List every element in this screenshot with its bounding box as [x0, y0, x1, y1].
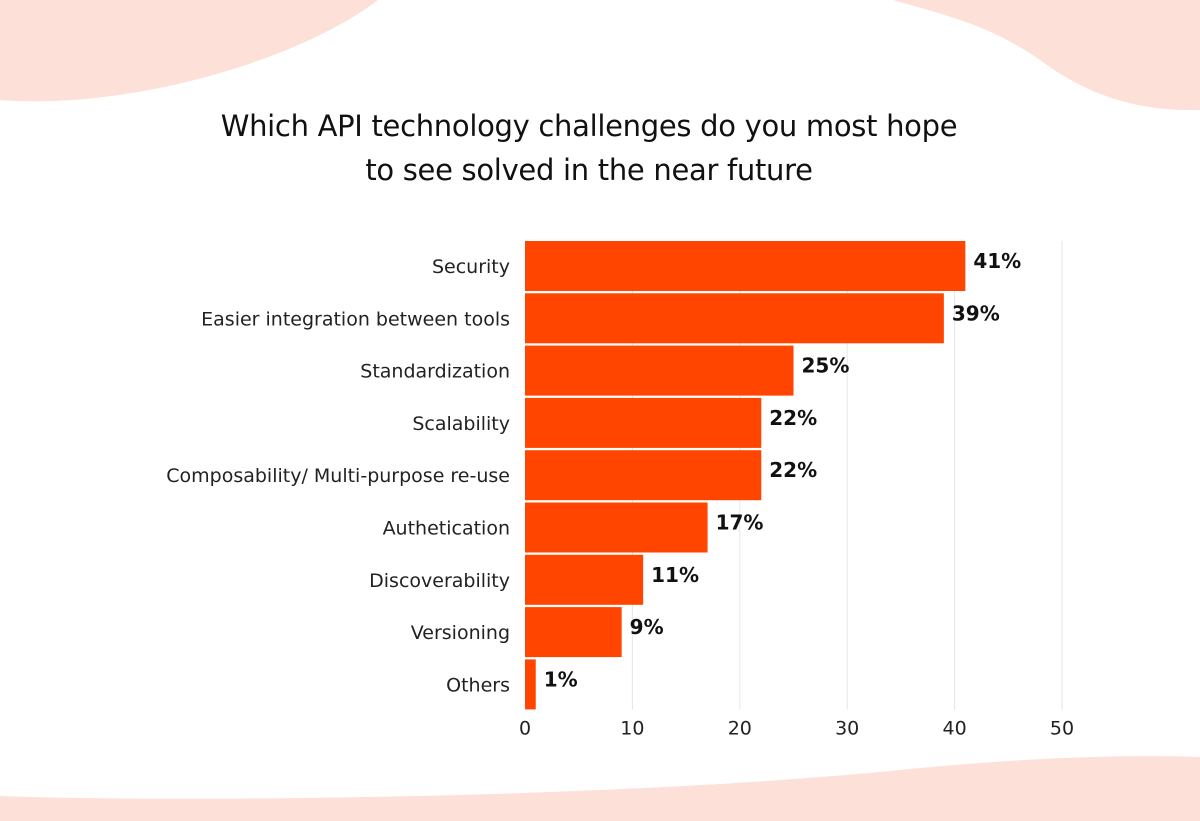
x-tick-label: 40: [943, 718, 967, 740]
category-label: Discoverability: [369, 570, 510, 592]
category-label: Scalability: [412, 413, 510, 435]
data-label: 9%: [630, 615, 664, 639]
bar: [525, 345, 794, 396]
x-tick-label: 0: [519, 718, 531, 740]
bar: [525, 450, 762, 501]
category-label: Security: [432, 256, 510, 278]
x-tick-label: 50: [1050, 718, 1074, 740]
data-label: 17%: [716, 511, 764, 535]
bar: [525, 397, 762, 448]
bottom-wave: [0, 756, 1200, 821]
data-label: 41%: [973, 249, 1021, 273]
data-label: 11%: [651, 563, 699, 587]
bar: [525, 607, 622, 658]
data-label: 39%: [952, 301, 1000, 325]
category-label: Standardization: [360, 361, 510, 383]
bar: [525, 241, 966, 291]
data-label: 25%: [802, 354, 850, 378]
bar: [525, 502, 708, 553]
bar: [525, 659, 536, 710]
category-label: Authetication: [383, 518, 510, 540]
chart-title-line-2: to see solved in the near future: [365, 153, 813, 187]
chart-title-line-1: Which API technology challenges do you m…: [220, 109, 958, 143]
category-label: Versioning: [411, 622, 510, 644]
top-left-wave: [0, 0, 378, 102]
bar: [525, 293, 944, 344]
data-label: 1%: [544, 667, 578, 691]
x-tick-label: 30: [835, 718, 859, 740]
data-label: 22%: [769, 406, 817, 430]
x-tick-label: 20: [728, 718, 752, 740]
chart-title: Which API technology challenges do you m…: [0, 104, 1178, 192]
top-right-wave: [893, 0, 1200, 111]
x-tick-label: 10: [620, 718, 644, 740]
bar: [525, 554, 644, 605]
data-label: 22%: [769, 458, 817, 482]
category-label: Composability/ Multi-purpose re-use: [166, 465, 510, 487]
category-label: Easier integration between tools: [201, 308, 510, 330]
category-label: Others: [446, 674, 510, 696]
